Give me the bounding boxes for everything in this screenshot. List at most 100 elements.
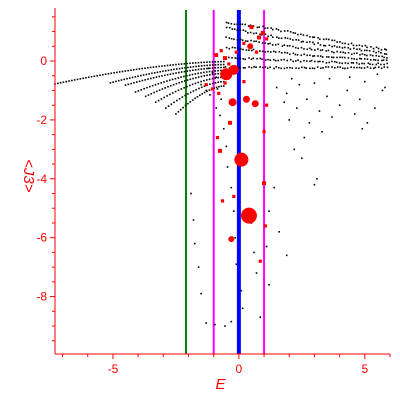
spectrum-point bbox=[231, 46, 234, 49]
spectrum-point bbox=[305, 67, 308, 69]
spectrum-point bbox=[217, 72, 219, 75]
spectrum-point bbox=[285, 92, 288, 95]
spectrum-point bbox=[346, 89, 348, 92]
spectrum-point bbox=[353, 113, 356, 115]
spectrum-point bbox=[308, 41, 311, 43]
spectrum-point bbox=[252, 48, 255, 51]
spectrum-point bbox=[343, 56, 346, 59]
spectrum-point bbox=[350, 66, 352, 69]
y-axis-title: <J3> bbox=[20, 159, 37, 193]
spectrum-point bbox=[273, 186, 275, 189]
spectrum-point bbox=[327, 38, 330, 41]
spectrum-point bbox=[173, 68, 175, 71]
spectrum-point bbox=[358, 63, 360, 65]
spectrum-point bbox=[358, 66, 361, 69]
spectrum-point bbox=[363, 62, 365, 65]
spectrum-point bbox=[170, 69, 173, 71]
spectrum-point bbox=[264, 59, 267, 61]
spectrum-point bbox=[253, 66, 255, 68]
spectrum-point bbox=[344, 62, 347, 64]
spectrum-point bbox=[166, 64, 169, 67]
spectrum-point bbox=[178, 81, 180, 84]
spectrum-point bbox=[189, 66, 192, 68]
spectrum-point bbox=[356, 52, 358, 55]
spectrum-point bbox=[115, 80, 117, 83]
spectrum-point bbox=[360, 58, 363, 60]
spectrum-point bbox=[245, 40, 247, 42]
spectrum-point bbox=[76, 78, 79, 81]
highlight-point bbox=[217, 91, 221, 95]
spectrum-point bbox=[99, 74, 101, 77]
spectrum-point bbox=[109, 81, 112, 84]
spectrum-point bbox=[286, 52, 289, 54]
spectrum-point bbox=[152, 76, 155, 79]
spectrum-point bbox=[375, 46, 378, 49]
spectrum-point bbox=[180, 63, 183, 65]
spectrum-point bbox=[227, 22, 230, 24]
spectrum-point bbox=[151, 84, 154, 87]
spectrum-point bbox=[381, 89, 384, 92]
spectrum-point bbox=[313, 82, 316, 84]
spectrum-point bbox=[359, 57, 361, 60]
spectrum-point bbox=[241, 39, 244, 42]
spectrum-point bbox=[325, 62, 328, 64]
spectrum-point bbox=[230, 320, 233, 323]
spectrum-point bbox=[140, 88, 143, 91]
spectrum-point bbox=[217, 63, 220, 66]
x-axis-title: E bbox=[215, 376, 226, 393]
spectrum-point bbox=[373, 58, 375, 61]
spectrum-point bbox=[250, 49, 253, 52]
spectrum-point bbox=[246, 40, 249, 43]
spectrum-point bbox=[292, 39, 294, 41]
spectrum-point bbox=[292, 52, 295, 55]
spectrum-point bbox=[198, 87, 200, 90]
spectrum-point bbox=[164, 87, 166, 89]
spectrum-point bbox=[192, 69, 194, 72]
highlight-point bbox=[227, 62, 231, 66]
spectrum-point bbox=[116, 71, 118, 74]
spectrum-point bbox=[234, 57, 237, 59]
spectrum-point bbox=[353, 58, 355, 60]
spectrum-point bbox=[176, 99, 178, 102]
spectrum-point bbox=[239, 29, 242, 32]
spectrum-point bbox=[220, 69, 222, 72]
spectrum-point bbox=[309, 36, 311, 38]
spectrum-point bbox=[190, 192, 192, 195]
spectrum-point bbox=[208, 67, 211, 70]
spectrum-point bbox=[303, 48, 305, 50]
highlight-point bbox=[264, 37, 269, 41]
spectrum-point bbox=[180, 71, 183, 73]
spectrum-point bbox=[252, 57, 255, 60]
spectrum-point bbox=[203, 79, 205, 82]
spectrum-point bbox=[267, 50, 269, 53]
spectrum-point bbox=[384, 86, 386, 89]
spectrum-point bbox=[258, 41, 260, 43]
spectrum-point bbox=[366, 46, 368, 49]
spectrum-point bbox=[181, 67, 184, 69]
spectrum-point bbox=[366, 49, 368, 52]
spectrum-point bbox=[233, 23, 236, 26]
spectrum-point bbox=[331, 116, 333, 118]
spectrum-point bbox=[261, 50, 264, 53]
spectrum-point bbox=[288, 119, 291, 121]
spectrum-point bbox=[247, 32, 249, 34]
spectrum-point bbox=[195, 65, 197, 68]
spectrum-point bbox=[322, 38, 325, 41]
spectrum-point bbox=[344, 46, 346, 49]
spectrum-point bbox=[145, 73, 148, 76]
spectrum-point bbox=[297, 59, 299, 61]
spectrum-point bbox=[366, 58, 369, 60]
spectrum-point bbox=[184, 94, 186, 97]
highlight-point bbox=[228, 98, 237, 107]
spectrum-point bbox=[155, 65, 158, 68]
spectrum-point bbox=[306, 98, 308, 101]
spectrum-point bbox=[364, 54, 366, 56]
spectrum-point bbox=[224, 66, 227, 68]
spectrum-point bbox=[331, 66, 333, 68]
spectrum-point bbox=[353, 52, 356, 55]
spectrum-point bbox=[267, 42, 270, 45]
spectrum-point bbox=[316, 177, 318, 180]
spectrum-point bbox=[171, 78, 174, 81]
spectrum-point bbox=[259, 50, 261, 52]
spectrum-point bbox=[240, 289, 243, 292]
